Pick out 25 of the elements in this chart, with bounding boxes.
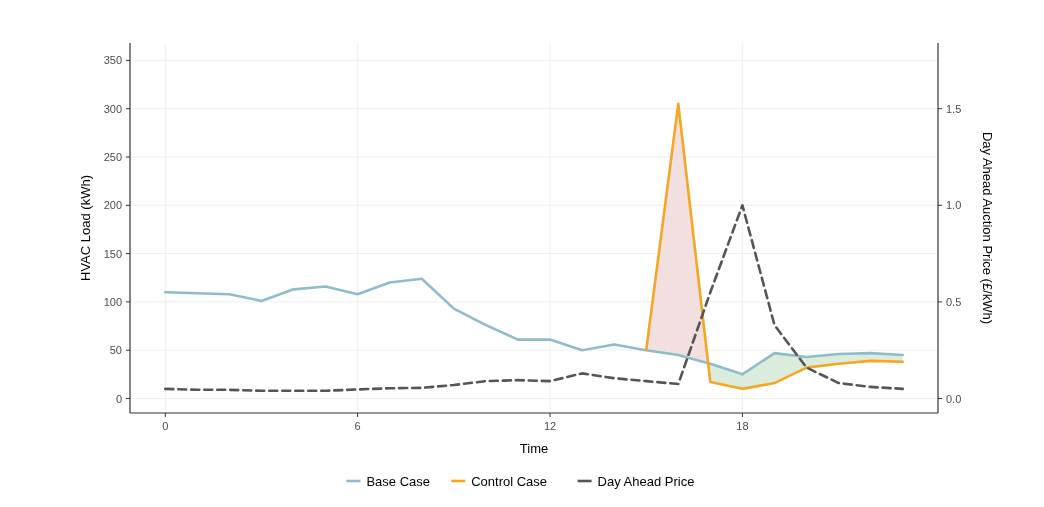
y2-tick-label: 1.5: [946, 102, 962, 115]
y-tick-label: 300: [103, 102, 122, 115]
y2-axis-title: Day Ahead Auction Price (£/kWh): [980, 131, 995, 325]
y2-tick-label: 1.0: [946, 199, 962, 212]
y-tick-label: 0: [115, 392, 122, 405]
x-tick-label: 12: [543, 420, 557, 432]
y2-tick-label: 0.0: [946, 392, 962, 405]
y2-tick-label: 0.5: [946, 295, 962, 308]
legend-label: Day Ahead Price: [597, 473, 695, 489]
x-tick-label: 0: [162, 420, 169, 432]
x-axis-title: Time: [519, 441, 549, 456]
y-tick-label: 150: [103, 247, 122, 260]
y-tick-label: 200: [103, 199, 122, 212]
y-tick-label: 50: [109, 344, 122, 357]
line-series: [163, 204, 905, 393]
y-tick-label: 100: [103, 295, 122, 308]
legend-label: Base Case: [366, 473, 430, 489]
line-series: [644, 102, 905, 391]
x-tick-label: 18: [736, 420, 749, 432]
x-tick-label: 6: [354, 420, 361, 432]
legend-label: Control Case: [471, 473, 548, 489]
line-series: [163, 277, 905, 376]
y-axis-title: HVAC Load (kWh): [78, 175, 93, 281]
y-tick-label: 350: [103, 54, 122, 67]
y-tick-label: 250: [103, 150, 122, 163]
